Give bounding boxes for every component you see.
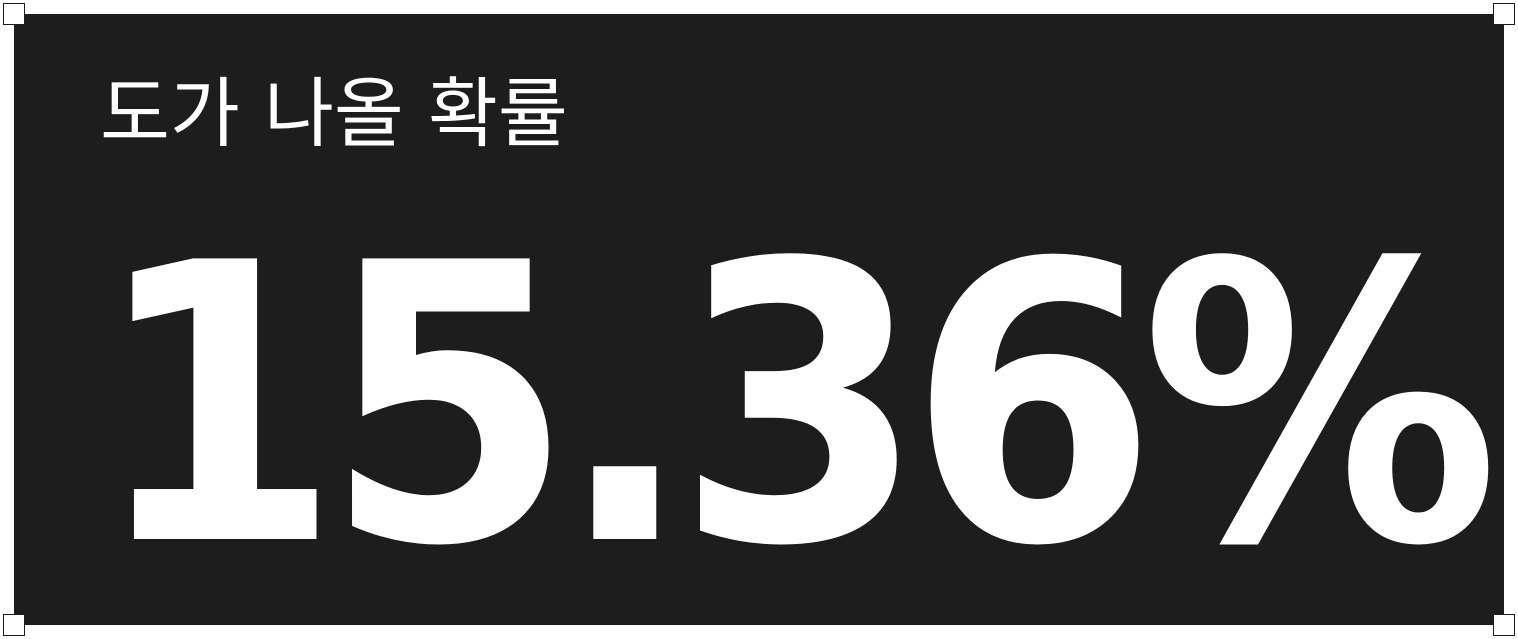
- probability-value: 15.36%: [92, 182, 1500, 630]
- resize-handle-bottom-right[interactable]: [1493, 614, 1515, 636]
- resize-handle-top-left[interactable]: [3, 3, 25, 25]
- probability-label: 도가 나올 확률: [100, 69, 568, 158]
- resize-handle-bottom-left[interactable]: [3, 614, 25, 636]
- resize-handle-top-right[interactable]: [1493, 3, 1515, 25]
- probability-card[interactable]: 도가 나올 확률 15.36%: [14, 14, 1504, 625]
